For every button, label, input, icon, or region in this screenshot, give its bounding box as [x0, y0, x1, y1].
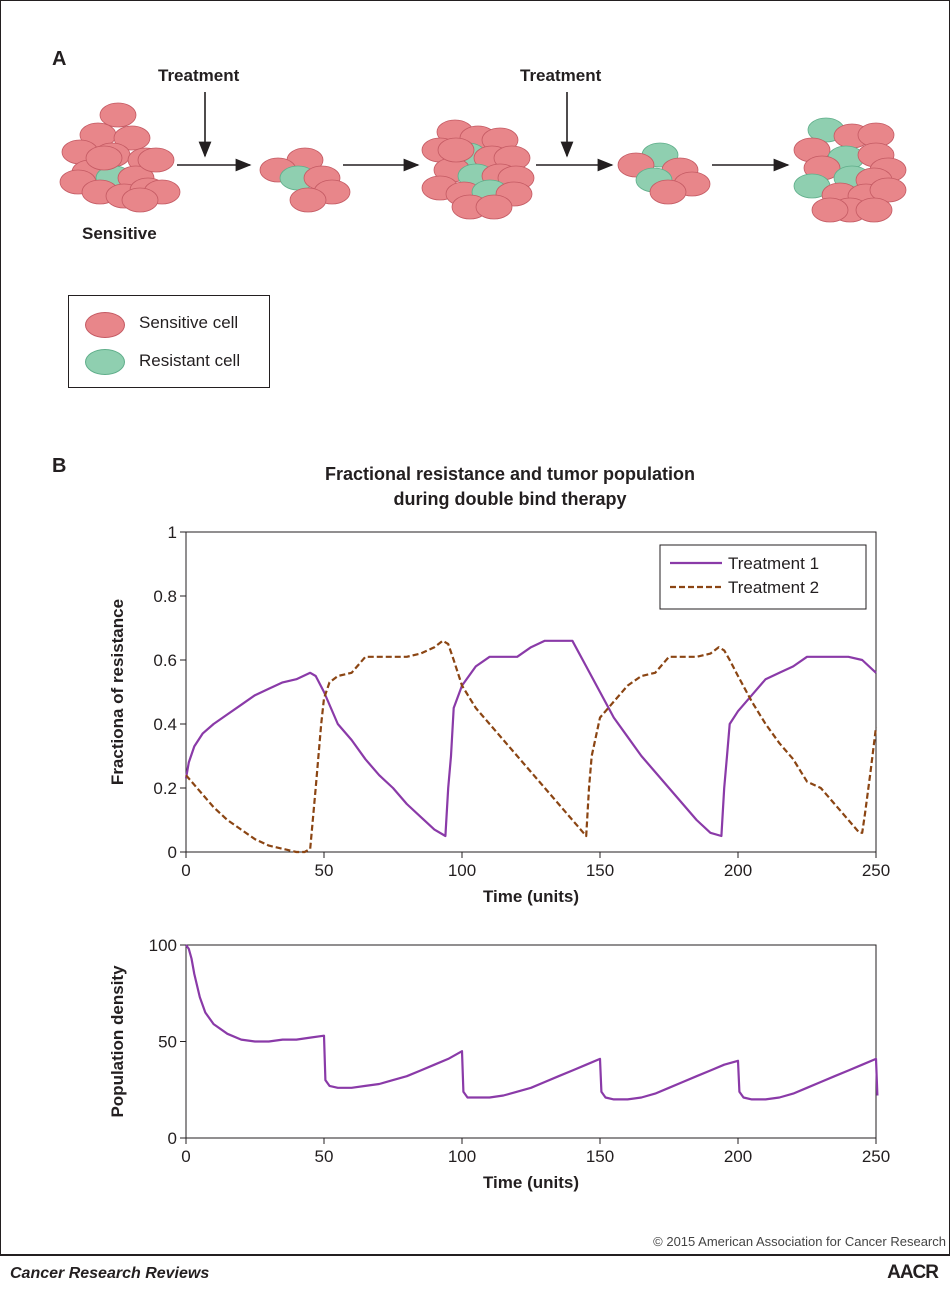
sensitive-cell	[475, 194, 513, 220]
sensitive-cell	[649, 179, 687, 205]
cluster-after-treatment-1	[259, 147, 351, 213]
cell-legend: Sensitive cell Resistant cell	[68, 295, 270, 388]
chart-title-line-2: during double bind therapy	[393, 489, 627, 509]
cluster-regrowth-2	[793, 117, 907, 223]
cluster-after-treatment-2	[617, 142, 711, 205]
cluster-initial	[59, 102, 181, 213]
panel-b-letter: B	[52, 455, 67, 477]
resistant-cell-label: Resistant cell	[139, 351, 241, 370]
aacr-logo: AACR	[887, 1262, 939, 1283]
copyright-text: © 2015 American Association for Cancer R…	[653, 1234, 946, 1249]
cluster-regrowth-1	[421, 119, 535, 220]
sensitive-cell	[137, 147, 175, 173]
sensitive-cell-label: Sensitive cell	[139, 313, 239, 332]
sensitive-cell	[811, 197, 849, 223]
sensitive-cell	[85, 145, 123, 171]
sensitive-cell	[121, 187, 159, 213]
treatment-label-1: Treatment	[158, 66, 240, 85]
chart-title-line-1: Fractional resistance and tumor populati…	[324, 464, 696, 484]
resistant-cell-swatch	[85, 349, 125, 375]
sensitive-cell	[855, 197, 893, 223]
figure-frame	[0, 0, 950, 1256]
sensitive-cell	[437, 137, 475, 163]
sensitive-cell-swatch	[85, 312, 125, 338]
journal-name: Cancer Research Reviews	[10, 1265, 210, 1282]
sensitive-cell	[113, 125, 151, 151]
sensitive-cell	[99, 102, 137, 128]
panel-a-letter: A	[52, 48, 67, 70]
sensitive-cell	[289, 187, 327, 213]
cell-diagram	[59, 92, 907, 223]
treatment-label-2: Treatment	[520, 66, 602, 85]
sensitive-label: Sensitive	[82, 224, 157, 243]
